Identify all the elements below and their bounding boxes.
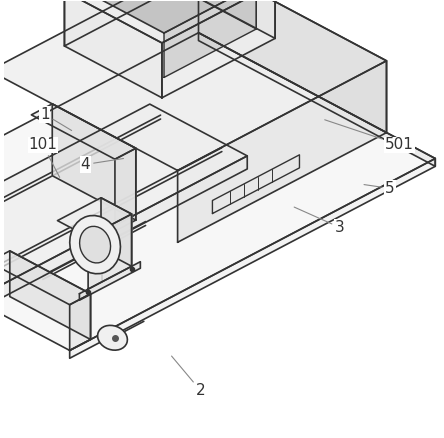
Polygon shape (10, 251, 91, 339)
Polygon shape (115, 148, 136, 231)
Polygon shape (83, 0, 256, 33)
Polygon shape (52, 104, 136, 220)
Polygon shape (32, 104, 136, 159)
Text: 101: 101 (28, 138, 59, 177)
Polygon shape (101, 198, 132, 266)
Polygon shape (178, 0, 275, 39)
Polygon shape (64, 0, 275, 43)
Polygon shape (0, 33, 435, 350)
Polygon shape (70, 159, 435, 358)
Ellipse shape (70, 215, 120, 274)
Polygon shape (64, 0, 162, 98)
Text: 5: 5 (364, 181, 395, 196)
Polygon shape (57, 198, 132, 237)
Ellipse shape (79, 226, 111, 263)
Polygon shape (175, 0, 256, 29)
Text: 4: 4 (80, 157, 123, 172)
Polygon shape (64, 0, 178, 46)
Ellipse shape (98, 325, 127, 350)
Polygon shape (88, 214, 132, 289)
Polygon shape (162, 0, 275, 98)
Polygon shape (198, 33, 435, 166)
Text: 501: 501 (325, 120, 414, 152)
Polygon shape (0, 156, 247, 306)
Polygon shape (0, 104, 247, 293)
Polygon shape (79, 261, 140, 300)
Polygon shape (178, 61, 387, 242)
Polygon shape (164, 0, 256, 78)
Polygon shape (198, 0, 387, 133)
Polygon shape (0, 0, 387, 170)
Polygon shape (0, 251, 91, 305)
Text: 2: 2 (171, 356, 206, 398)
Polygon shape (70, 294, 91, 350)
Text: 1: 1 (40, 107, 71, 131)
Text: 3: 3 (294, 207, 345, 235)
